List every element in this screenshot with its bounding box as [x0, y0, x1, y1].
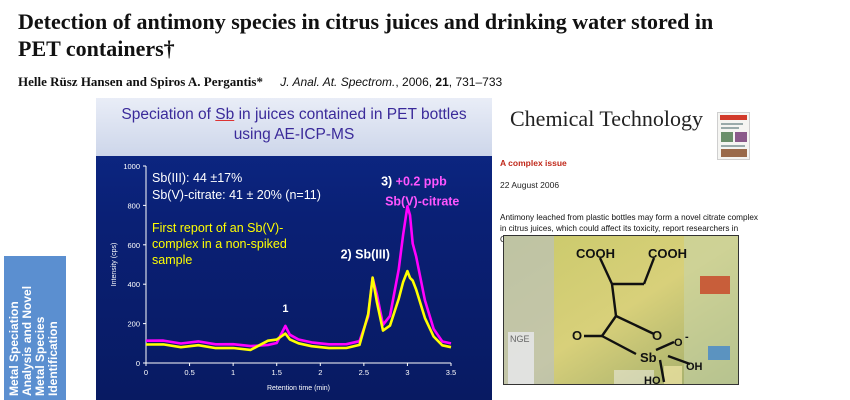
news-headline: A complex issue: [500, 158, 567, 168]
y-tick-label: 800: [127, 201, 140, 210]
peak-label-3-species: Sb(V)-citrate: [385, 194, 459, 208]
x-tick-label: 0: [144, 368, 148, 377]
y-tick-label: 600: [127, 241, 140, 250]
x-tick-label: 2: [318, 368, 322, 377]
peak-label-sb-iii: 2) Sb(III): [341, 248, 390, 262]
y-tick-label: 1000: [123, 162, 140, 171]
news-date: 22 August 2006: [500, 180, 560, 190]
x-tick-label: 1.5: [271, 368, 281, 377]
paper-byline: Helle Rüsz Hansen and Spiros A. Perganti…: [18, 74, 502, 90]
citation-volume: 21: [435, 75, 449, 89]
paper-title: Detection of antimony species in citrus …: [18, 9, 714, 61]
label-o-ring: O: [652, 328, 662, 343]
label-ho: HO: [644, 375, 661, 385]
label-o-carbonyl: O: [572, 328, 582, 343]
label-oh: OH: [686, 361, 703, 373]
y-tick-label: 0: [136, 359, 140, 368]
citation-pages: , 731–733: [448, 75, 503, 89]
magazine-cover-thumbnail: [717, 112, 750, 160]
x-axis-label: Retention time (min): [267, 385, 330, 392]
topic-sidebar-text: Metal Speciation Analysis and Novel Meta…: [7, 285, 60, 396]
series-line-1: [145, 269, 452, 352]
annotation-first-report-line: complex in a non-spiked: [152, 237, 287, 251]
stat-sb-v-citrate: Sb(V)-citrate: 41 ± 20% (n=11): [152, 188, 321, 202]
x-tick-label: 1: [231, 368, 235, 377]
slide-title: Speciation of Sb in juices contained in …: [96, 98, 492, 156]
chromatogram-chart: 0 200 400 600 800 1000 0 0.5 1 1.5 2 2.5 3 3.5 Retenti…: [111, 162, 459, 392]
news-panel: Chemical Technology A complex issue 22 A…: [500, 98, 850, 400]
peak-label-3-number: 3): [381, 175, 396, 189]
y-axis-label: Intensity (cps): [111, 243, 118, 287]
x-tick-label: 3.5: [446, 368, 456, 377]
citrate-complex-photo: COOH COOH O O Sb O - HO OH NGE: [503, 235, 739, 385]
slide-title-post: in juices contained in PET bottles: [234, 106, 467, 123]
peak-label-3-spike: +0.2 ppb: [396, 175, 447, 189]
y-tick-label: 200: [127, 320, 140, 329]
slide-title-pre: Speciation of: [121, 106, 216, 123]
label-minus-sign: -: [685, 331, 689, 343]
chart-slide: Speciation of Sb in juices contained in …: [96, 98, 492, 400]
x-tick-label: 2.5: [359, 368, 369, 377]
slide-title-line1: Speciation of Sb in juices contained in …: [96, 105, 492, 125]
y-tick-label: 400: [127, 280, 140, 289]
slide-title-line2: using AE-ICP-MS: [233, 126, 355, 143]
citation-year: , 2006,: [395, 75, 436, 89]
peak-label-1: 1: [282, 303, 288, 315]
peak-label-sb-v-citrate: 3) +0.2 ppb: [381, 175, 447, 189]
stat-sb-iii: Sb(III): 44 ±17%: [152, 171, 242, 185]
slide-title-sb: Sb: [215, 106, 235, 123]
topic-sidebar-tag: Metal Speciation Analysis and Novel Meta…: [4, 256, 66, 400]
journal-name: J. Anal. At. Spectrom.: [280, 75, 396, 89]
paper-authors: Helle Rüsz Hansen and Spiros A. Perganti…: [18, 74, 263, 89]
citrate-complex-structure: COOH COOH O O Sb O - HO OH NGE: [504, 236, 738, 385]
annotation-first-report-line: First report of an Sb(V)-: [152, 221, 283, 235]
paper-citation: J. Anal. At. Spectrom., 2006, 21, 731–73…: [280, 75, 502, 89]
label-nge: NGE: [510, 334, 530, 344]
x-tick-label: 3: [405, 368, 409, 377]
label-o-minus: O: [674, 337, 683, 349]
news-brand: Chemical Technology: [510, 106, 703, 131]
label-cooh-1: COOH: [576, 246, 615, 261]
label-cooh-2: COOH: [648, 246, 687, 261]
label-sb: Sb: [640, 350, 657, 365]
annotation-first-report-line: sample: [152, 253, 192, 267]
x-tick-label: 0.5: [184, 368, 194, 377]
